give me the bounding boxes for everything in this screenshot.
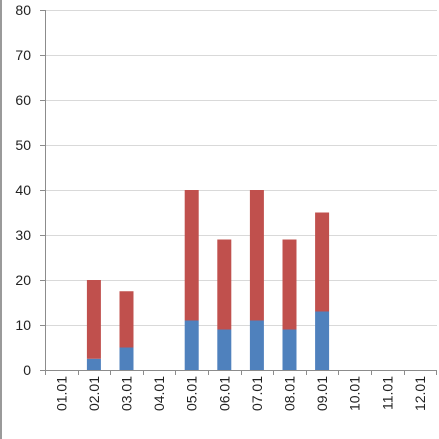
y-tick-label: 70	[15, 47, 31, 63]
y-tick-label: 10	[15, 317, 31, 333]
bar-segment	[119, 291, 134, 348]
x-tick-label: 04.01	[151, 376, 167, 411]
y-tick-label: 60	[15, 92, 31, 108]
x-tick-label: 10.01	[347, 376, 363, 411]
bar-segment	[282, 329, 297, 370]
gridlines	[45, 10, 437, 326]
bar-segment	[86, 358, 101, 370]
x-tick-label: 12.01	[412, 376, 428, 411]
y-tick-labels: 0 10 20 30 40 50 60 70 80	[15, 2, 31, 378]
bar-segment	[249, 320, 264, 370]
x-tick-label: 09.01	[314, 376, 330, 411]
bar-segment	[282, 239, 297, 330]
y-tick-label: 40	[15, 182, 31, 198]
bar-segment	[217, 329, 232, 370]
bar-segment	[119, 347, 134, 370]
bar-segment	[184, 320, 199, 370]
x-tick-label: 06.01	[216, 376, 232, 411]
bar-segment	[315, 311, 330, 370]
x-tick-label: 05.01	[184, 376, 200, 411]
y-tick-label: 80	[15, 2, 31, 18]
y-tick-label: 50	[15, 137, 31, 153]
window-left-edge	[0, 0, 2, 439]
x-tick-label: 02.01	[86, 376, 102, 411]
bar-segment	[184, 190, 199, 321]
bar-segment	[217, 239, 232, 330]
bar-segment	[315, 212, 330, 312]
x-tick-label: 03.01	[119, 376, 135, 411]
bar-segment	[86, 280, 101, 359]
y-tick-label: 20	[15, 272, 31, 288]
axes	[40, 10, 437, 375]
x-tick-label: 07.01	[249, 376, 265, 411]
x-tick-label: 01.01	[53, 376, 69, 411]
x-tick-label: 08.01	[282, 376, 298, 411]
bars	[86, 190, 330, 370]
y-tick-label: 0	[23, 362, 31, 378]
x-tick-labels: 01.01 02.01 03.01 04.01 05.01 06.01 07.01 08.01…	[53, 376, 428, 411]
y-tick-label: 30	[15, 227, 31, 243]
bar-segment	[249, 190, 264, 321]
x-tick-label: 11.01	[379, 376, 395, 410]
